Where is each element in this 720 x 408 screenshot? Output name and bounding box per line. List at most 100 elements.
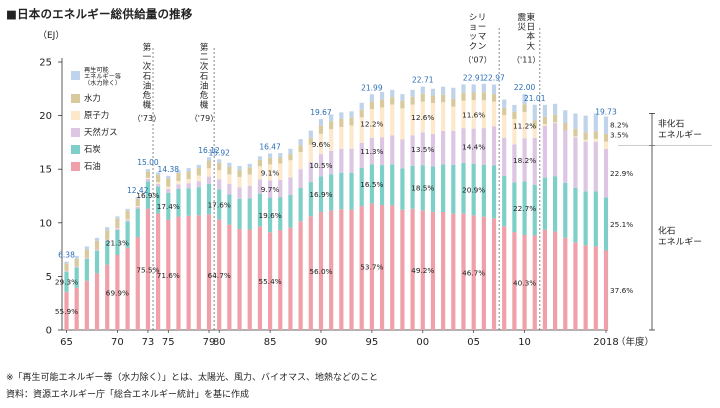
bar-segment <box>471 128 476 164</box>
share-label: 10.5% <box>309 161 332 170</box>
bar-segment <box>400 139 405 169</box>
x-tick-label: 00 <box>416 337 429 348</box>
bar-segment <box>267 164 273 181</box>
bar-segment <box>206 183 212 215</box>
bar-segment <box>420 165 425 211</box>
bar-segment <box>308 216 313 330</box>
bar-segment <box>379 137 385 166</box>
bar-segment <box>390 205 395 330</box>
bar-segment <box>512 144 517 183</box>
bar-segment <box>583 139 588 142</box>
bar-segment <box>84 258 89 281</box>
share-label: 29.3% <box>55 278 78 287</box>
bar-segment <box>359 206 364 330</box>
bar-segment <box>125 219 130 221</box>
x-tick-label: 85 <box>264 337 277 348</box>
bar-segment <box>247 167 252 175</box>
bar-segment <box>176 170 181 173</box>
total-label: 19.67 <box>310 108 332 117</box>
bar-segment <box>308 130 313 138</box>
bar-segment <box>74 258 79 267</box>
bar-segment <box>237 198 242 230</box>
share-label: 19.6% <box>258 211 281 220</box>
bar-segment <box>400 100 405 109</box>
bar-segment <box>512 119 517 145</box>
bar-segment <box>542 104 548 117</box>
bar-segment <box>339 118 344 127</box>
bar-segment <box>553 114 558 123</box>
bar-segment <box>502 114 507 139</box>
bar-segment <box>390 97 395 105</box>
bar-segment <box>430 88 436 96</box>
bar-segment <box>390 89 395 98</box>
share-label: 55.9% <box>55 307 78 316</box>
bar-segment <box>105 227 110 231</box>
total-label: 14.38 <box>158 165 180 174</box>
share-label: 64.7% <box>208 271 231 280</box>
bar-segment <box>135 206 140 209</box>
bar-segment <box>196 215 201 330</box>
bar-segment <box>502 138 507 177</box>
bar-segment <box>339 126 344 149</box>
x-tick-label: 2018 <box>593 337 618 348</box>
bar-segment <box>532 104 537 121</box>
bar-segment <box>491 94 497 102</box>
legend-label: 天然ガス <box>84 127 118 137</box>
bar-segment <box>390 135 395 165</box>
event-char: 第 <box>143 41 152 53</box>
legend-swatch <box>71 145 80 154</box>
x-tick-label: 10 <box>518 337 531 348</box>
share-label: 9.1% <box>261 168 280 177</box>
bar-segment <box>176 188 181 217</box>
bar-segment <box>227 166 232 175</box>
bar-segment <box>512 111 517 120</box>
legend-label: （水力除く） <box>84 79 121 87</box>
bar-segment <box>349 125 354 149</box>
event-year: （'11） <box>512 55 540 64</box>
bar-segment <box>441 164 446 212</box>
bar-segment <box>318 211 324 330</box>
bar-segment <box>237 229 242 330</box>
bar-segment <box>257 179 263 194</box>
bar-segment <box>563 182 568 238</box>
bar-segment <box>176 180 181 185</box>
bar-segment <box>451 130 456 165</box>
event-char: ッ <box>469 32 478 42</box>
bar-segment <box>563 122 568 131</box>
bar-segment <box>125 210 130 220</box>
bar-segment <box>481 165 486 217</box>
bar-segment <box>278 230 283 330</box>
total-label: 15.92 <box>208 148 230 157</box>
share-label: 9.7% <box>261 185 280 194</box>
bar-segment <box>542 125 548 178</box>
bar-segment <box>288 227 293 330</box>
event-char: 震 <box>517 12 526 23</box>
share-label: 12.6% <box>411 113 434 122</box>
bar-segment <box>430 133 436 167</box>
bar-segment <box>176 172 181 181</box>
bar-segment <box>186 215 191 330</box>
bar-segment <box>115 218 120 229</box>
bar-segment <box>186 171 191 180</box>
bar-segment <box>553 123 558 177</box>
bar-segment <box>390 164 395 206</box>
bar-segment <box>491 84 497 95</box>
bar-segment <box>491 218 497 330</box>
bar-segment <box>237 187 242 199</box>
bar-segment <box>329 150 334 175</box>
bar-segment <box>206 168 212 177</box>
bar-segment <box>115 216 120 219</box>
bar-segment <box>430 95 436 104</box>
x-tick-label: 73 <box>142 337 155 348</box>
event-char: 本 <box>526 30 535 42</box>
bar-segment <box>563 237 568 330</box>
bar-segment <box>502 99 507 108</box>
y-tick-label: 10 <box>39 218 52 229</box>
bar-segment <box>267 197 273 233</box>
bar-segment <box>339 112 344 119</box>
total-label: 6.38 <box>58 251 75 260</box>
legend-label: エネルギー等 <box>84 73 121 81</box>
bracket-label-fossil: 化石 <box>658 225 676 237</box>
bar-segment <box>196 164 201 169</box>
bar-segment <box>532 128 537 138</box>
